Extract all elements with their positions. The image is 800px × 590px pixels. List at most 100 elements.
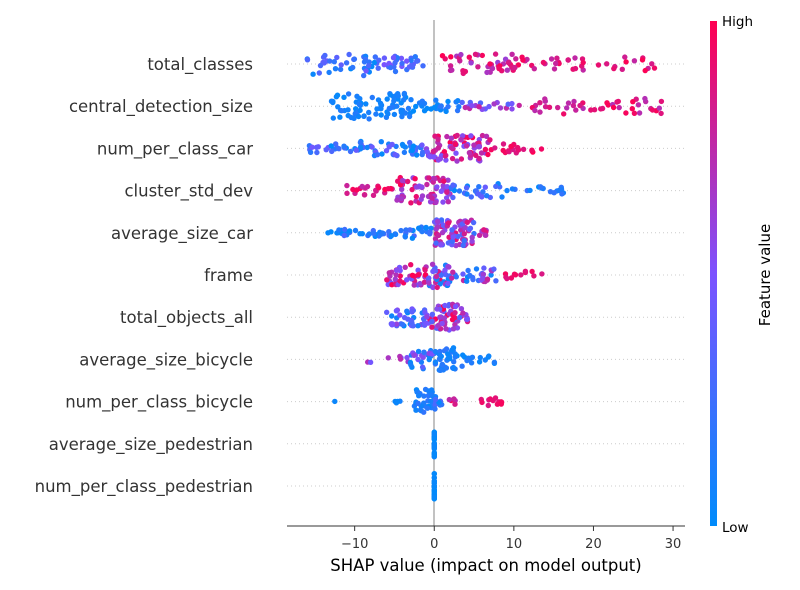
shap-point	[450, 182, 456, 188]
shap-point	[419, 228, 425, 235]
shap-point	[345, 107, 351, 113]
shap-point	[455, 98, 461, 104]
shap-point	[342, 226, 348, 233]
shap-point	[338, 62, 344, 68]
shap-point	[468, 194, 474, 200]
shap-point	[384, 96, 390, 102]
shap-point	[449, 67, 455, 73]
shap-point	[656, 105, 662, 111]
shap-point	[416, 393, 422, 399]
shap-point	[386, 270, 392, 276]
shap-point	[481, 227, 487, 233]
shap-point	[540, 59, 547, 66]
shap-point	[390, 55, 397, 61]
shap-point	[445, 280, 451, 287]
shap-point	[409, 272, 416, 278]
shap-point	[462, 68, 469, 75]
shap-point	[520, 57, 526, 63]
shap-point	[445, 220, 452, 226]
shap-point	[553, 60, 559, 67]
shap-point	[537, 100, 543, 106]
shap-point	[493, 183, 499, 190]
shap-point	[416, 100, 423, 106]
shap-point	[464, 316, 471, 322]
shap-point	[470, 219, 477, 226]
shap-point	[432, 396, 439, 403]
shap-point	[404, 277, 410, 283]
colorbar	[710, 21, 717, 526]
shap-point	[469, 234, 475, 240]
shap-point	[498, 401, 504, 407]
shap-point	[363, 101, 369, 107]
shap-point	[500, 141, 507, 147]
shap-point	[577, 102, 583, 109]
shap-point	[322, 52, 328, 59]
shap-point	[480, 189, 486, 195]
shap-point	[398, 100, 404, 106]
shap-point	[351, 115, 357, 122]
shap-point	[357, 107, 363, 114]
shap-point	[333, 141, 339, 147]
shap-point	[435, 218, 441, 225]
shap-point	[386, 105, 392, 112]
shap-point	[344, 182, 350, 189]
shap-point	[433, 273, 440, 280]
shap-point	[429, 195, 435, 201]
shap-point	[329, 148, 335, 155]
shap-point	[397, 312, 403, 318]
shap-point	[412, 54, 418, 60]
shap-point	[466, 54, 472, 60]
shap-point	[434, 184, 440, 190]
shap-point	[439, 320, 445, 327]
shap-point	[449, 316, 456, 323]
shap-point	[328, 98, 335, 104]
shap-point	[317, 62, 324, 69]
shap-point	[432, 359, 439, 365]
shap-point	[405, 105, 412, 112]
shap-point	[642, 95, 648, 102]
shap-point	[353, 147, 359, 153]
shap-point	[619, 66, 625, 73]
shap-point	[424, 405, 431, 411]
shap-point	[476, 232, 483, 238]
shap-point	[450, 269, 456, 275]
shap-point	[518, 272, 524, 278]
shap-point	[441, 178, 447, 184]
shap-point	[421, 100, 428, 107]
shap-point	[572, 65, 579, 72]
shap-point	[450, 194, 456, 201]
shap-point	[458, 306, 465, 312]
shap-point	[504, 67, 510, 73]
shap-point	[437, 242, 444, 248]
colorbar-high-label: High	[722, 14, 753, 30]
shap-point	[485, 402, 491, 409]
shap-point	[529, 147, 535, 153]
shap-point	[443, 365, 450, 371]
shap-point	[611, 65, 617, 72]
shap-point	[475, 191, 482, 197]
shap-point	[604, 61, 610, 67]
shap-point	[444, 133, 450, 140]
shap-point	[392, 151, 398, 158]
shap-point	[458, 51, 464, 58]
shap-point	[325, 230, 331, 236]
shap-point	[522, 268, 529, 274]
shap-point	[450, 234, 456, 240]
shap-point	[443, 326, 449, 332]
shap-point	[445, 355, 451, 361]
shap-point	[467, 225, 474, 231]
shap-point	[379, 151, 385, 157]
shap-point	[366, 109, 372, 116]
shap-point	[508, 143, 514, 150]
shap-point	[366, 231, 372, 237]
shap-point	[427, 154, 433, 160]
shap-point	[532, 107, 538, 114]
shap-point	[484, 276, 491, 282]
shap-point	[420, 63, 426, 69]
shap-point	[409, 186, 415, 193]
shap-point	[509, 51, 515, 57]
shap-point	[410, 108, 417, 114]
shap-point	[366, 62, 372, 69]
shap-point	[350, 64, 356, 71]
